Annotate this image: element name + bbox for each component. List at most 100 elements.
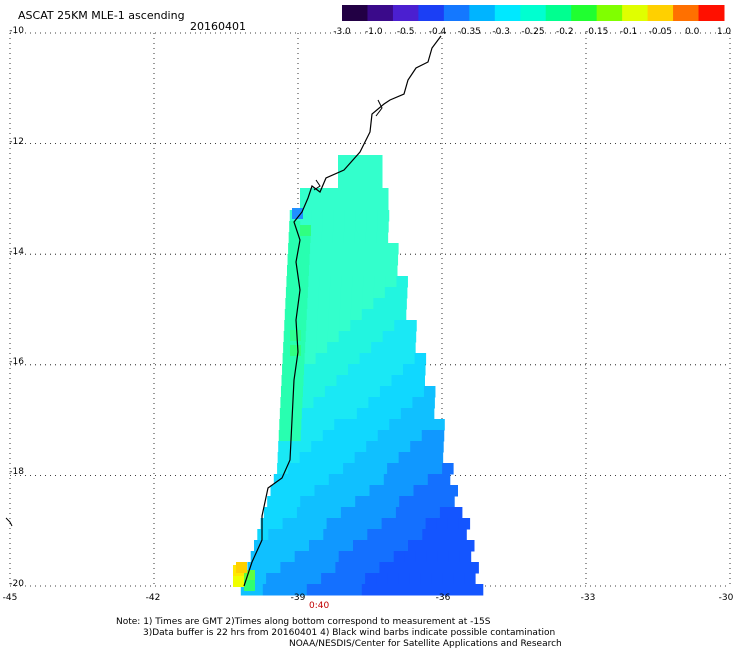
swath-cell <box>459 551 472 563</box>
swath-cell <box>308 276 320 288</box>
swath-cell <box>410 430 423 442</box>
swath-cell <box>310 573 322 585</box>
swath-cell <box>401 397 413 409</box>
swath-cell <box>278 441 290 453</box>
lon-label: -30 <box>718 593 734 603</box>
colorbar-swatch <box>520 5 547 21</box>
swath-cell <box>357 397 369 409</box>
swath-cell <box>383 584 396 596</box>
swath-cell <box>421 430 434 442</box>
colorbar-tick-label: -0.1 <box>619 27 638 37</box>
swath-cell <box>394 309 407 321</box>
swath-cell <box>444 529 456 541</box>
colorbar-tick-label: -1.0 <box>365 27 383 37</box>
swath-cell <box>358 375 370 387</box>
swath-cell <box>302 562 314 574</box>
swath-cell <box>328 309 341 321</box>
swath-cell <box>360 331 373 343</box>
swath-cell <box>424 485 436 497</box>
swath-cell <box>307 507 320 519</box>
swath-cell <box>313 386 326 398</box>
swath-cell <box>285 298 297 310</box>
swath-cell <box>323 419 335 431</box>
swath-cell <box>322 199 334 211</box>
swath-cell <box>438 474 451 486</box>
swath-cell <box>349 155 361 167</box>
swath-cell <box>333 221 345 233</box>
swath-cell <box>300 441 312 453</box>
swath-cell <box>301 529 313 541</box>
swath-cell <box>353 540 365 552</box>
swath-cell <box>353 265 365 277</box>
swath-cell <box>289 430 302 442</box>
swath-cell <box>327 342 339 354</box>
swath-cell <box>283 551 296 563</box>
swath-cell <box>338 342 350 354</box>
swath-cell <box>413 375 425 387</box>
swath-cell <box>337 353 350 365</box>
swath-cell <box>366 430 379 442</box>
swath-cell <box>323 529 335 541</box>
swath-cell <box>360 166 372 178</box>
swath-cell <box>292 485 304 497</box>
swath-cell <box>315 364 327 376</box>
swath-cell <box>339 474 352 486</box>
swath-cell <box>299 573 311 585</box>
swath-cell <box>460 584 473 596</box>
swath-cell <box>349 342 361 354</box>
swath-cell <box>350 584 363 596</box>
swath-cell <box>333 199 345 211</box>
swath-cell <box>349 551 362 563</box>
swath-cell <box>266 573 278 585</box>
swath-cell <box>437 551 450 563</box>
swath-cell <box>311 430 324 442</box>
swath-cell <box>288 232 301 244</box>
swath-cell <box>412 397 424 409</box>
swath-cell <box>332 463 344 475</box>
swath-cell <box>400 529 412 541</box>
swath-cell <box>372 309 385 321</box>
lat-label: -10 <box>9 26 24 36</box>
swath-cell <box>360 551 373 563</box>
swath-cell <box>360 342 372 354</box>
swath-cell <box>322 430 335 442</box>
swath-cell <box>337 364 349 376</box>
swath-cell <box>298 254 311 266</box>
swath-cell <box>289 221 301 233</box>
swath-cell <box>344 441 356 453</box>
swath-cell <box>391 375 403 387</box>
swath-cell <box>366 188 378 200</box>
swath-cell <box>395 507 408 519</box>
swath-cell <box>336 375 348 387</box>
swath-cell <box>390 562 402 574</box>
swath-cell <box>435 485 447 497</box>
swath-cell <box>347 485 359 497</box>
swath-cell <box>298 540 310 552</box>
swath-cell <box>367 408 380 420</box>
swath-cell <box>293 518 306 530</box>
swath-cell <box>383 474 396 486</box>
swath-cell <box>384 287 397 299</box>
lon-label: -33 <box>580 593 596 603</box>
swath-cell <box>390 386 403 398</box>
swath-cell <box>293 364 305 376</box>
swath-cell <box>369 485 381 497</box>
colorbar-swatch <box>622 5 649 21</box>
swath-cell <box>434 562 446 574</box>
swath-cell <box>338 166 350 178</box>
swath-cell <box>427 474 440 486</box>
swath-cell <box>305 551 318 563</box>
swath-cell <box>388 430 401 442</box>
swath-cell <box>443 496 455 508</box>
lat-label: -12 <box>9 137 24 147</box>
swath-cell <box>414 353 427 365</box>
swath-cell <box>357 562 369 574</box>
swath-cell <box>421 496 433 508</box>
swath-cell <box>419 540 431 552</box>
swath-cell <box>288 463 300 475</box>
swath-cell <box>349 177 361 189</box>
swath-cell <box>376 452 389 464</box>
swath-cell <box>333 188 345 200</box>
swath-cell <box>401 386 414 398</box>
swath-cell <box>423 397 435 409</box>
